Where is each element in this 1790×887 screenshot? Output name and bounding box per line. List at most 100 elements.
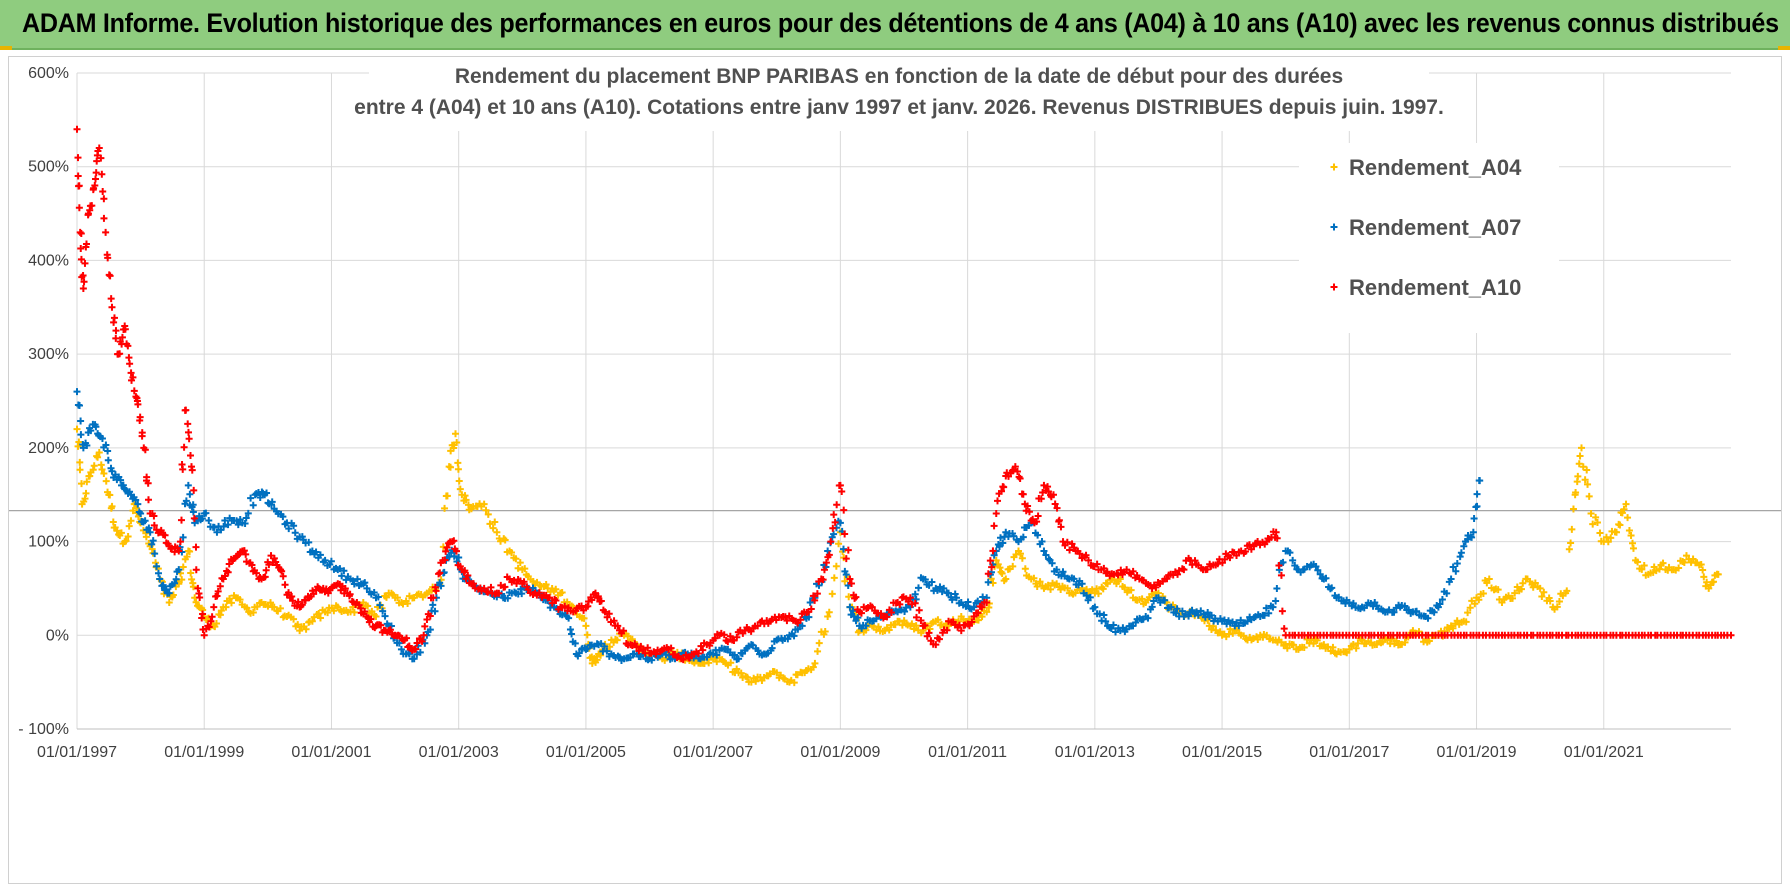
data-point [1464, 609, 1472, 617]
data-point [161, 531, 169, 539]
data-point [1083, 591, 1091, 599]
data-point [877, 610, 885, 618]
data-point [1112, 628, 1120, 636]
data-point [1638, 565, 1646, 573]
data-point [1289, 556, 1297, 564]
data-point [249, 501, 257, 509]
data-point [842, 571, 850, 579]
data-point [1563, 587, 1571, 595]
data-point [1050, 491, 1057, 499]
data-point [1265, 609, 1273, 617]
data-point [501, 536, 509, 544]
corner-marker-right [1778, 46, 1790, 50]
data-point [1575, 460, 1583, 468]
data-point [426, 626, 434, 634]
data-point [1174, 570, 1182, 578]
data-point [933, 586, 941, 594]
gridlines [76, 72, 1731, 730]
data-point [1102, 617, 1110, 625]
legend: Rendement_A04 Rendement_A07 Rendement_A10 [1299, 143, 1559, 333]
data-point [110, 314, 118, 322]
data-point [279, 572, 287, 580]
data-point [361, 579, 369, 587]
data-point [77, 431, 85, 439]
data-point [1226, 554, 1234, 562]
legend-label: Rendement_A10 [1349, 275, 1521, 300]
title-banner: ADAM Informe. Evolution historique des p… [0, 0, 1790, 50]
data-point [1475, 596, 1483, 604]
data-point [849, 607, 857, 615]
data-point [205, 517, 213, 525]
data-point [1476, 477, 1484, 485]
data-point [927, 637, 935, 645]
data-point [984, 570, 992, 578]
data-point [198, 515, 206, 523]
data-point [190, 514, 198, 522]
data-point [312, 548, 320, 556]
axes: - 100% 0% 100% 200% 300% 400% 500% 600% 01/01/19… [18, 65, 1731, 761]
data-point [117, 529, 125, 537]
data-point [1460, 542, 1468, 550]
data-point [192, 543, 200, 551]
data-point [294, 598, 302, 606]
data-point [78, 480, 86, 488]
data-point [978, 603, 986, 611]
data-point [322, 585, 330, 593]
data-point [970, 603, 978, 611]
data-point [429, 594, 437, 602]
data-point [830, 511, 838, 519]
data-point [268, 498, 276, 506]
data-point [737, 669, 745, 677]
data-point [825, 551, 833, 559]
data-point [1468, 533, 1476, 541]
data-point [1029, 515, 1037, 523]
data-point [852, 593, 860, 601]
data-point [1082, 551, 1090, 559]
data-point [1555, 597, 1563, 605]
data-point [1002, 528, 1010, 536]
series-Rendement_A07 [73, 388, 1484, 665]
data-point [906, 594, 914, 602]
data-point [102, 477, 110, 485]
data-point [1019, 490, 1027, 498]
data-point [453, 547, 460, 555]
data-point [200, 631, 208, 639]
data-point [1044, 487, 1052, 495]
data-point [1314, 566, 1322, 574]
data-point [901, 607, 909, 615]
data-point [974, 616, 982, 624]
data-point [713, 651, 721, 659]
data-point [125, 522, 133, 530]
data-point [1047, 585, 1055, 593]
data-point [265, 561, 273, 569]
data-point [421, 622, 429, 630]
data-point [620, 627, 628, 635]
data-point [1204, 609, 1212, 617]
data-point [146, 528, 154, 536]
data-point [1291, 562, 1299, 570]
banner-title: ADAM Informe. Evolution historique des p… [22, 8, 1779, 38]
data-point [807, 605, 815, 613]
data-point [416, 648, 424, 656]
data-point [1624, 514, 1632, 522]
data-point [1059, 568, 1067, 576]
data-point [626, 654, 634, 662]
data-point [840, 506, 848, 514]
data-point [112, 327, 120, 335]
data-point [1245, 541, 1253, 549]
data-point [1116, 575, 1124, 583]
data-point [165, 598, 173, 606]
data-point [1216, 628, 1224, 636]
data-point [1320, 641, 1328, 649]
data-point [83, 478, 91, 486]
data-point [943, 626, 951, 634]
data-point [176, 538, 184, 546]
data-point [429, 601, 437, 609]
data-point [1148, 603, 1156, 611]
data-point [188, 466, 196, 474]
data-point [212, 620, 220, 628]
data-point [1312, 563, 1320, 571]
data-point [814, 647, 822, 655]
data-point [868, 603, 876, 611]
data-point [583, 631, 591, 639]
